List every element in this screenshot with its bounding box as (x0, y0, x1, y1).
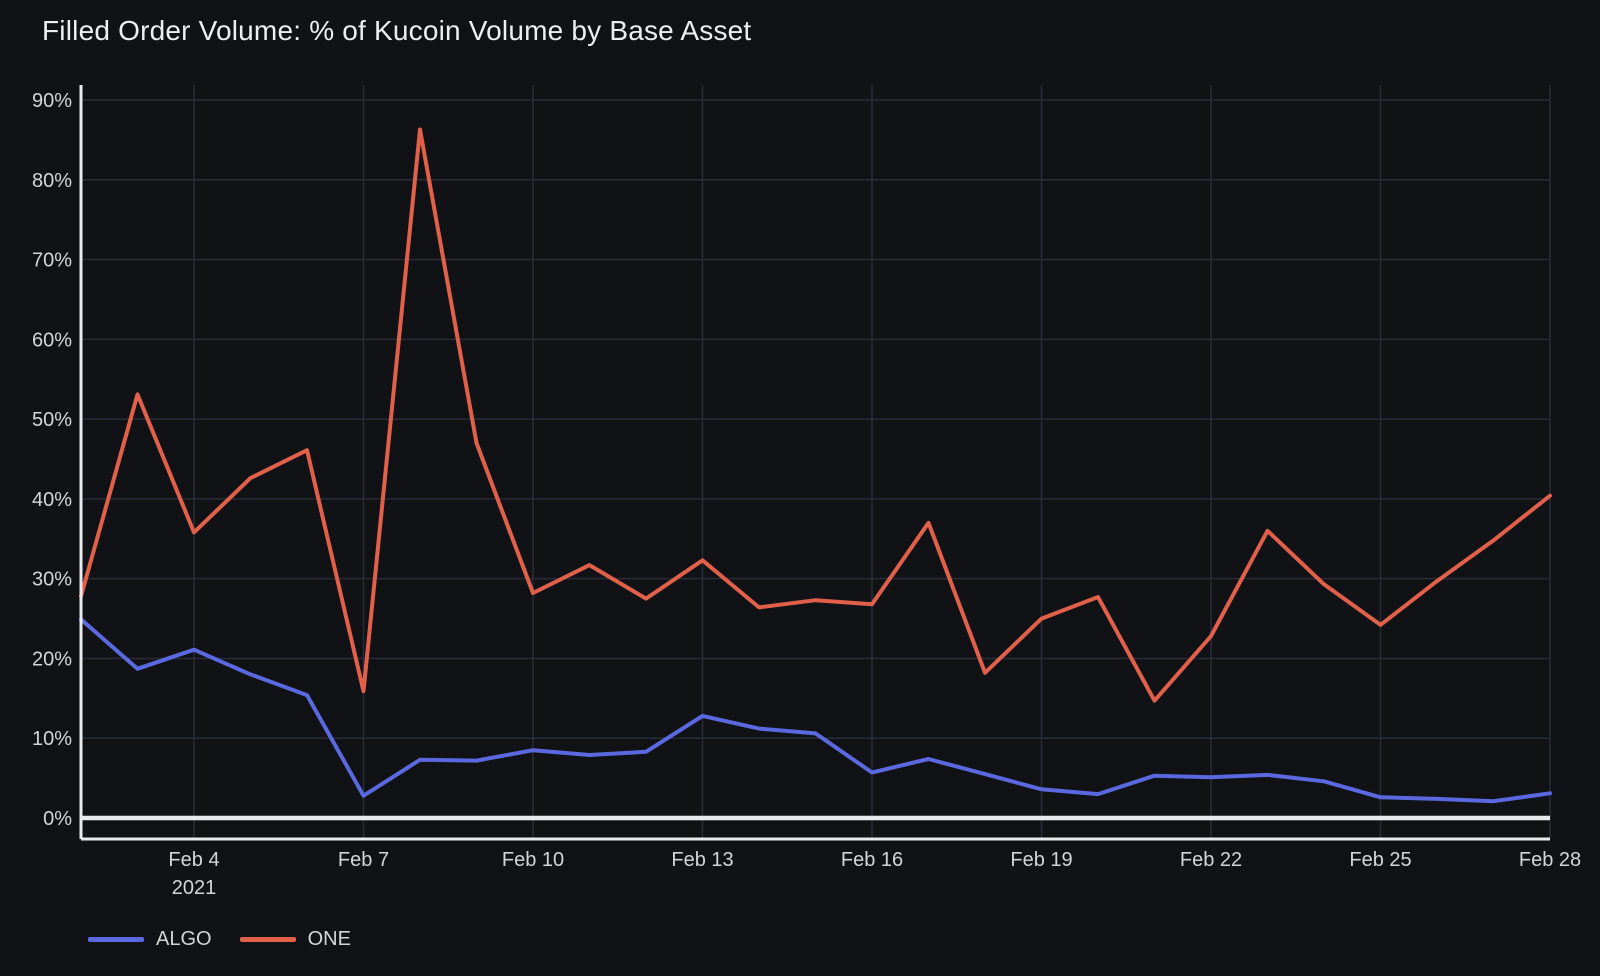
legend-item-one[interactable]: ONE (239, 927, 351, 951)
x-tick-label: Feb 22 (1180, 849, 1242, 871)
y-tick-label: 60% (32, 329, 72, 351)
y-tick-label: 90% (32, 90, 72, 112)
x-tick-label: Feb 10 (502, 849, 564, 871)
y-tick-label: 80% (32, 170, 72, 192)
series-line-algo[interactable] (79, 617, 1552, 804)
x-tick-label: Feb 16 (841, 849, 903, 871)
y-tick-label: 0% (43, 808, 72, 830)
series-line-one[interactable] (79, 127, 1552, 703)
x-tick-label: Feb 28 (1519, 849, 1581, 871)
legend-label-one: ONE (307, 928, 351, 950)
y-tick-label: 20% (32, 648, 72, 670)
x-tick-label: Feb 25 (1349, 849, 1411, 871)
x-tick-label: Feb 19 (1010, 849, 1072, 871)
x-tick-year-label: 2021 (172, 877, 217, 899)
y-tick-label: 50% (32, 409, 72, 431)
chart-title: Filled Order Volume: % of Kucoin Volume … (42, 15, 752, 46)
y-tick-label: 40% (32, 489, 72, 511)
legend-item-algo[interactable]: ALGO (88, 927, 212, 951)
x-tick-label: Feb 13 (671, 849, 733, 871)
y-tick-label: 70% (32, 250, 72, 272)
legend: ALGO ONE (88, 927, 351, 951)
y-tick-label: 30% (32, 569, 72, 591)
legend-swatch-algo (88, 936, 144, 942)
y-tick-label: 10% (32, 728, 72, 750)
legend-label-algo: ALGO (156, 928, 212, 950)
x-tick-label: Feb 4 (168, 849, 219, 871)
legend-swatch-one (239, 936, 296, 942)
x-tick-label: Feb 7 (338, 849, 389, 871)
